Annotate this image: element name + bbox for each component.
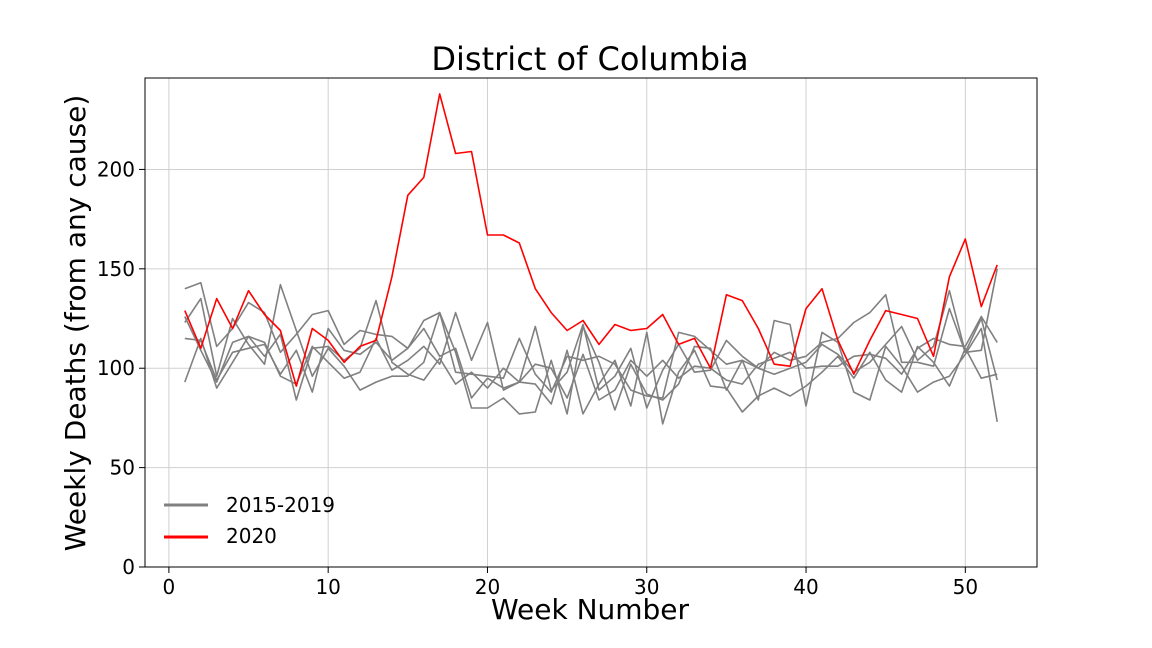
- x-tick-label: 0: [163, 575, 176, 599]
- series-line-2020: [184, 93, 998, 387]
- series-group: [184, 93, 998, 425]
- y-tick-label: 50: [110, 456, 135, 480]
- x-tick-label: 40: [793, 575, 818, 599]
- chart-title: District of Columbia: [431, 40, 748, 78]
- y-axis-label: Weekly Deaths (from any cause): [59, 95, 92, 552]
- x-tick-label: 20: [475, 575, 500, 599]
- x-tick-label: 50: [953, 575, 978, 599]
- y-tick-label: 150: [97, 257, 135, 281]
- x-tick-label: 10: [315, 575, 340, 599]
- series-line-2015-2019-4: [184, 327, 998, 425]
- legend: 2015-2019 2020: [164, 493, 335, 548]
- series-line-2015-2019-3: [184, 289, 998, 409]
- y-tick-label: 200: [97, 157, 135, 181]
- y-tick-label: 100: [97, 356, 135, 380]
- legend-label-2020: 2020: [226, 524, 277, 548]
- series-line-2015-2019-5: [184, 311, 998, 401]
- y-tick-label: 0: [122, 555, 135, 579]
- x-tick-label: 30: [634, 575, 659, 599]
- ticks: 0 10 20 30 40 50 0 50 100 150 200: [97, 157, 978, 599]
- legend-label-2015-2019: 2015-2019: [226, 493, 335, 517]
- plot-frame: [144, 77, 1038, 568]
- x-axis-label: Week Number: [491, 593, 690, 626]
